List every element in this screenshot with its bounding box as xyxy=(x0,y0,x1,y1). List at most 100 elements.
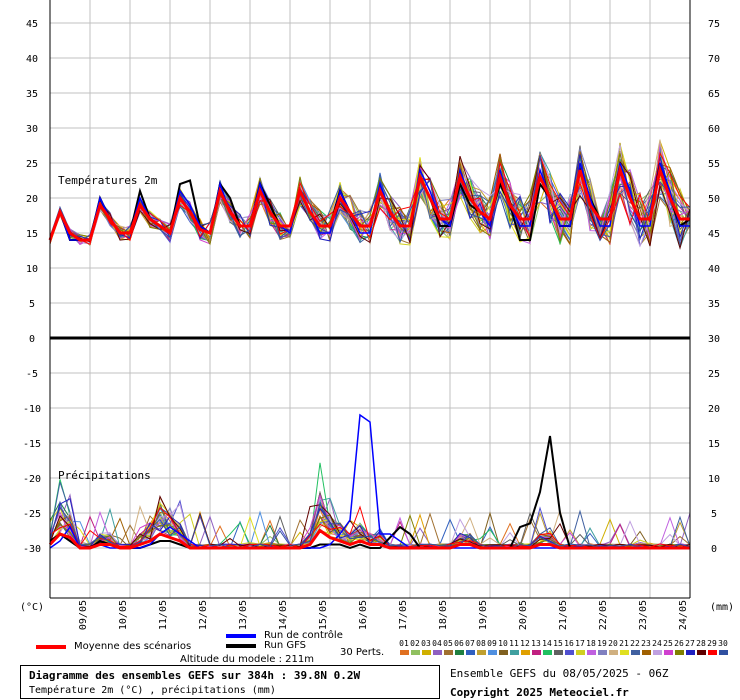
run-info: Ensemble GEFS du 08/05/2025 - 06Z xyxy=(450,667,669,680)
precipitation-panel-label: Précipitations xyxy=(58,469,151,482)
member-swatch xyxy=(411,650,420,655)
member-precip-line xyxy=(49,505,691,549)
member-number: 27 xyxy=(685,639,695,648)
right-unit-label: (mm) xyxy=(710,602,734,613)
mean-precip-line xyxy=(48,528,690,550)
member-swatch xyxy=(642,650,651,655)
info-box: Diagramme des ensembles GEFS sur 384h : … xyxy=(20,665,440,699)
member-number: 10 xyxy=(498,639,508,648)
right-tick-label: 60 xyxy=(708,124,720,135)
right-tick-label: 35 xyxy=(708,299,720,310)
member-swatch xyxy=(653,650,662,655)
member-number: 07 xyxy=(465,639,475,648)
legend-gfs-label: Run GFS xyxy=(264,640,307,651)
temperature-panel-label: Températures 2m xyxy=(58,174,158,187)
member-number: 02 xyxy=(410,639,420,648)
member-number: 04 xyxy=(432,639,442,648)
member-swatch xyxy=(598,650,607,655)
member-swatch xyxy=(631,650,640,655)
member-color-legend: 01 02 03 04 05 06 07 08 09 10 11 12 13 14 15 16 17 18 19 20… xyxy=(399,639,728,655)
left-unit-label: (°C) xyxy=(20,602,44,613)
member-swatch xyxy=(697,650,706,655)
left-tick-label: 40 xyxy=(26,54,38,65)
tick-labels: 454035302520151050-5-10-15-20-25-3075706… xyxy=(23,19,720,630)
member-number: 06 xyxy=(454,639,464,648)
member-swatch xyxy=(664,650,673,655)
right-tick-label: 15 xyxy=(708,439,720,450)
x-tick-label: 10/05 xyxy=(118,600,129,630)
left-tick-label: -15 xyxy=(23,439,41,450)
member-number: 18 xyxy=(586,639,596,648)
left-tick-label: 45 xyxy=(26,19,38,30)
left-tick-label: 0 xyxy=(29,334,35,345)
info-title: Diagramme des ensembles GEFS sur 384h : … xyxy=(29,669,361,682)
left-tick-label: -10 xyxy=(23,404,41,415)
member-swatch xyxy=(565,650,574,655)
left-tick-label: 15 xyxy=(26,229,38,240)
left-tick-label: 35 xyxy=(26,89,38,100)
legend-mean-label: Moyenne des scénarios xyxy=(74,641,192,652)
member-swatch xyxy=(477,650,486,655)
x-tick-label: 21/05 xyxy=(558,600,569,630)
member-swatch xyxy=(719,650,728,655)
x-tick-label: 22/05 xyxy=(598,600,609,630)
x-tick-label: 09/05 xyxy=(78,600,89,630)
member-swatch xyxy=(609,650,618,655)
right-tick-label: 75 xyxy=(708,19,720,30)
member-number: 28 xyxy=(696,639,706,648)
member-temp-line xyxy=(49,154,691,242)
legend-control-label: Run de contrôle xyxy=(264,630,343,641)
right-tick-label: 0 xyxy=(711,544,717,555)
member-number: 23 xyxy=(641,639,651,648)
x-tick-label: 11/05 xyxy=(158,600,169,630)
x-tick-label: 17/05 xyxy=(398,600,409,630)
member-swatch xyxy=(620,650,629,655)
member-precip-line xyxy=(49,502,691,549)
member-temp-line xyxy=(49,155,691,250)
member-number: 29 xyxy=(707,639,717,648)
member-number: 19 xyxy=(597,639,607,648)
member-number: 26 xyxy=(674,639,684,648)
member-temp-line xyxy=(49,151,691,246)
altitude-label: Altitude du modele : 211m xyxy=(180,654,314,665)
info-subtitle: Température 2m (°C) , précipitations (mm… xyxy=(29,685,276,696)
x-tick-label: 18/05 xyxy=(438,600,449,630)
mean-temp-line xyxy=(48,164,690,242)
right-tick-label: 65 xyxy=(708,89,720,100)
member-swatch xyxy=(686,650,695,655)
left-tick-label: -25 xyxy=(23,509,41,520)
member-number: 08 xyxy=(476,639,486,648)
member-swatch xyxy=(466,650,475,655)
right-tick-label: 5 xyxy=(711,509,717,520)
member-number: 17 xyxy=(575,639,585,648)
right-tick-label: 55 xyxy=(708,159,720,170)
member-swatch xyxy=(521,650,530,655)
member-number: 03 xyxy=(421,639,431,648)
member-number: 21 xyxy=(619,639,629,648)
member-number: 11 xyxy=(509,639,519,648)
x-tick-label: 19/05 xyxy=(478,600,489,630)
member-number: 01 xyxy=(399,639,409,648)
left-tick-label: 20 xyxy=(26,194,38,205)
left-tick-label: -30 xyxy=(23,544,41,555)
left-tick-label: 10 xyxy=(26,264,38,275)
right-tick-label: 20 xyxy=(708,404,720,415)
right-tick-label: 30 xyxy=(708,334,720,345)
member-number: 16 xyxy=(564,639,574,648)
right-tick-label: 40 xyxy=(708,264,720,275)
member-swatch xyxy=(444,650,453,655)
x-tick-label: 23/05 xyxy=(638,600,649,630)
member-swatch xyxy=(400,650,409,655)
right-tick-label: 25 xyxy=(708,369,720,380)
member-swatch xyxy=(499,650,508,655)
right-tick-label: 45 xyxy=(708,229,720,240)
main-series xyxy=(48,162,691,550)
copyright: Copyright 2025 Meteociel.fr xyxy=(450,686,629,699)
member-number: 12 xyxy=(520,639,530,648)
x-tick-label: 24/05 xyxy=(678,600,689,630)
member-swatch xyxy=(708,650,717,655)
member-number: 14 xyxy=(542,639,552,648)
legend-perts-label: 30 Perts. xyxy=(340,647,385,658)
member-number: 13 xyxy=(531,639,541,648)
member-swatch xyxy=(422,650,431,655)
